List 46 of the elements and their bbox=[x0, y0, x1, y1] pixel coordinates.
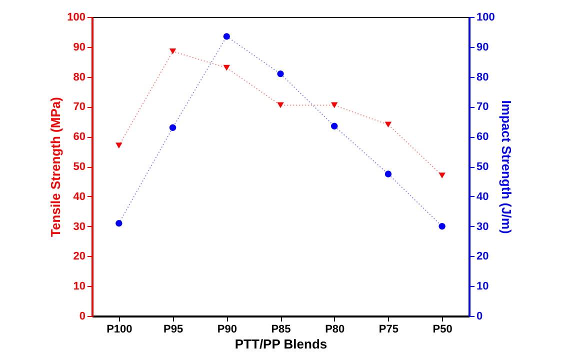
y-tick-label: 100 bbox=[67, 12, 86, 24]
y2-tick-label: 40 bbox=[476, 190, 489, 203]
y2-tick-label: 80 bbox=[476, 71, 489, 84]
y-tick-label: 80 bbox=[73, 71, 86, 84]
point bbox=[116, 142, 122, 148]
x-tick-label: P90 bbox=[217, 324, 237, 336]
point bbox=[169, 124, 176, 131]
y2-tick-label: 50 bbox=[476, 161, 489, 173]
point bbox=[169, 48, 176, 54]
point bbox=[116, 220, 122, 227]
point bbox=[331, 122, 338, 130]
y-tick-label: 60 bbox=[73, 131, 86, 144]
y2-tick-label: 10 bbox=[476, 280, 489, 293]
x-tick-label: P95 bbox=[163, 324, 184, 336]
point bbox=[438, 222, 446, 230]
y-tick-label: 30 bbox=[73, 220, 86, 233]
point bbox=[223, 33, 230, 40]
point bbox=[331, 102, 338, 108]
point bbox=[277, 70, 284, 78]
x-tick-label: P85 bbox=[271, 324, 291, 336]
y2-tick-label: 30 bbox=[476, 220, 489, 233]
x-tick-label: P80 bbox=[325, 324, 345, 336]
x-tick-label: P100 bbox=[106, 324, 132, 336]
point bbox=[384, 122, 392, 128]
x-tick-label: P50 bbox=[432, 324, 452, 336]
point bbox=[277, 102, 284, 108]
point bbox=[384, 170, 392, 178]
y2-tick-label: 70 bbox=[476, 101, 489, 114]
y2-tick-label: 0 bbox=[476, 310, 483, 322]
y2-tick-label: 20 bbox=[476, 250, 489, 263]
y-axis-title: Tensile Strength (MPa) bbox=[48, 97, 64, 237]
y-tick-label: 70 bbox=[73, 101, 86, 114]
y-tick-label: 10 bbox=[73, 280, 86, 293]
y-tick-label: 50 bbox=[73, 161, 86, 173]
point bbox=[223, 64, 230, 71]
y2-tick-label: 90 bbox=[476, 41, 489, 54]
x-tick-label: P75 bbox=[378, 324, 399, 336]
point bbox=[438, 172, 446, 178]
y2-tick-label: 100 bbox=[476, 12, 495, 24]
y-tick-label: 90 bbox=[73, 41, 86, 54]
y-tick-label: 0 bbox=[79, 310, 86, 322]
y2-axis-title: Impact Strength (J/m) bbox=[498, 100, 514, 234]
y-tick-label: 20 bbox=[73, 250, 86, 263]
y2-tick-label: 60 bbox=[476, 131, 489, 144]
y-tick-label: 40 bbox=[73, 190, 86, 203]
x-axis-title: PTT/PP Blends bbox=[234, 336, 328, 352]
